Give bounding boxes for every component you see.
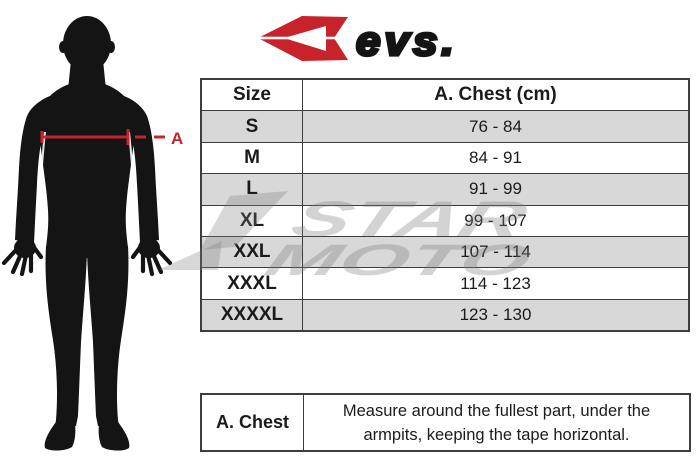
table-row: S 76 - 84 — [202, 110, 688, 142]
silhouette-shape — [14, 16, 160, 451]
note-label: A. Chest — [202, 395, 304, 450]
size-table-header-row: Size A. Chest (cm) — [202, 80, 688, 111]
silhouette-hands — [1, 243, 173, 277]
chest-cell: 91 - 99 — [469, 179, 522, 199]
evs-dart-icon — [258, 16, 348, 61]
chest-cell: 114 - 123 — [460, 273, 531, 293]
table-row: XL 99 - 107 — [202, 204, 688, 236]
chest-cell: 76 - 84 — [469, 116, 522, 136]
size-cell: L — [202, 174, 303, 205]
size-cell: S — [202, 111, 303, 142]
table-row: XXXL 114 - 123 — [202, 267, 688, 299]
silhouette-arm-gaps — [37, 131, 137, 223]
chest-cell: 84 - 91 — [469, 147, 522, 167]
size-cell: XL — [202, 205, 303, 236]
body-silhouette-figure: A — [1, 16, 183, 451]
header-size: Size — [202, 80, 303, 111]
note-table: A. Chest Measure around the fullest part… — [200, 393, 691, 452]
chest-cell: 99 - 107 — [464, 210, 527, 230]
chest-cell: 107 - 114 — [460, 242, 531, 262]
size-table: Size A. Chest (cm) S 76 - 84 M 84 - 91 L… — [200, 78, 690, 333]
evs-wordmark: evs. — [354, 19, 458, 65]
size-cell: XXL — [202, 236, 303, 268]
size-cell: M — [202, 142, 303, 174]
table-row: XXL 107 - 114 — [202, 235, 688, 268]
chest-measure-line — [40, 129, 165, 145]
header-chest: A. Chest (cm) — [434, 84, 557, 106]
measure-label-a: A — [171, 129, 183, 148]
table-row: L 91 - 99 — [202, 173, 688, 205]
size-cell: XXXXL — [202, 299, 303, 331]
note-text: Measure around the fullest part, under t… — [342, 401, 651, 444]
brand-logo: evs. — [250, 8, 550, 70]
table-row: M 84 - 91 — [202, 141, 688, 174]
table-row: XXXXL 123 - 130 — [202, 298, 688, 331]
size-cell: XXXL — [202, 268, 303, 299]
chest-cell: 123 - 130 — [459, 304, 532, 324]
